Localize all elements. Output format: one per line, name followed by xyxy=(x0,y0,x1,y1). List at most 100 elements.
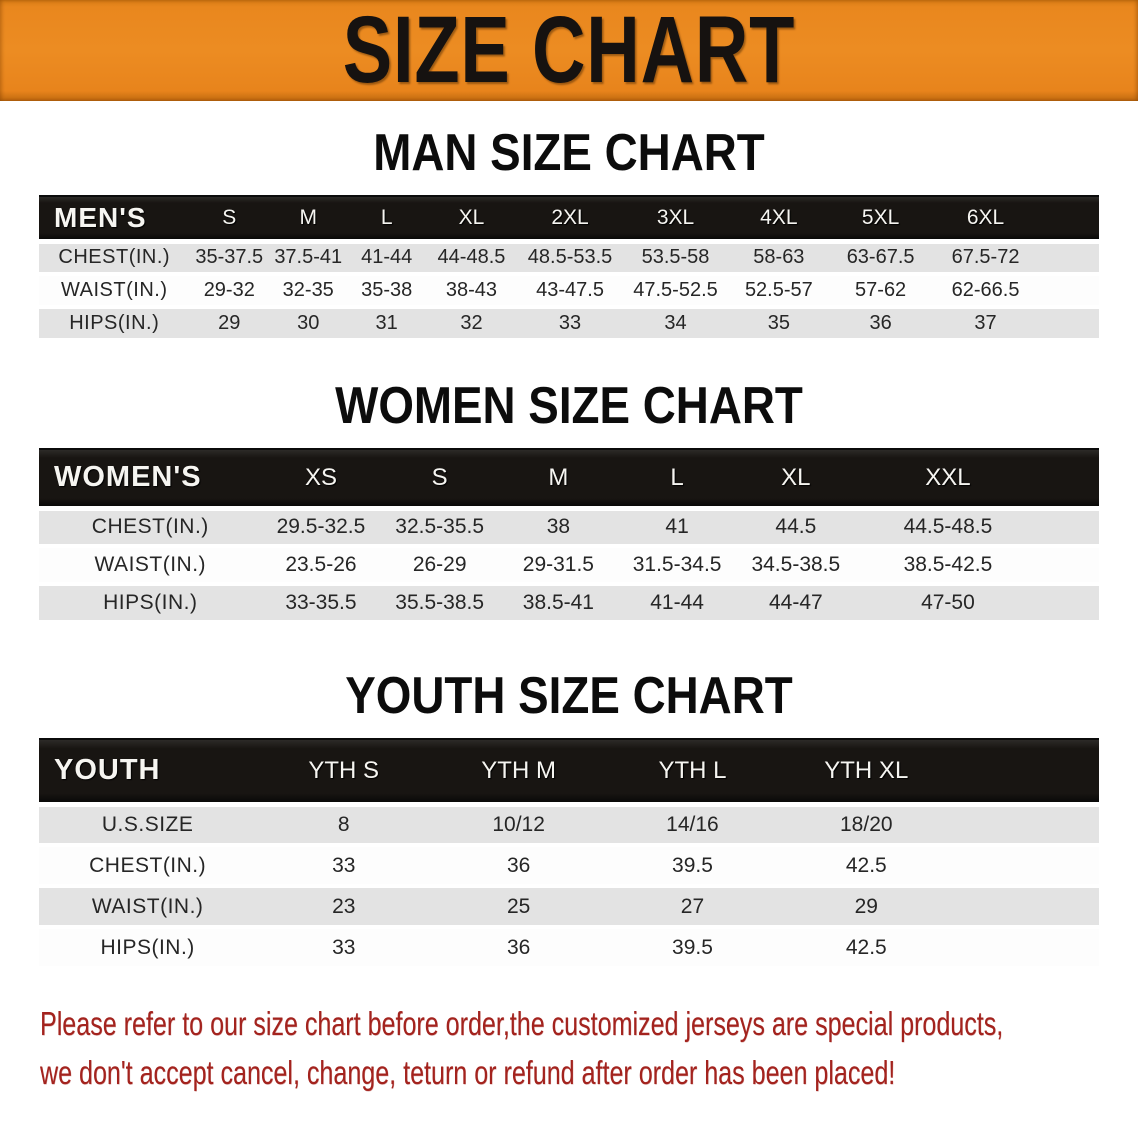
size-value-cell: 25 xyxy=(431,886,607,929)
youth-size-section: YOUTH SIZE CHART YOUTH YTH S YTH M YTH L YTH… xyxy=(0,669,1138,970)
size-value-cell: 37 xyxy=(931,307,1040,342)
row-filler-cell xyxy=(953,927,1099,970)
size-value-cell: 47-50 xyxy=(855,584,1041,624)
row-filler-cell xyxy=(1040,546,1099,586)
youth-header-row: YOUTH YTH S YTH M YTH L YTH XL xyxy=(39,738,1099,805)
size-value-cell: 34 xyxy=(623,307,728,342)
size-value-cell: 33 xyxy=(517,307,624,342)
row-label: WAIST(IN.) xyxy=(39,546,262,586)
size-value-cell: 47.5-52.5 xyxy=(623,274,728,309)
row-label: HIPS(IN.) xyxy=(39,307,190,342)
size-column-header: 5XL xyxy=(829,195,932,242)
size-value-cell: 44-48.5 xyxy=(425,238,518,276)
women-size-table: WOMEN'S XS S M L XL XXL CHEST(IN.) 29.5-32.5 32.… xyxy=(39,448,1099,624)
row-filler-cell xyxy=(1039,238,1099,276)
size-value-cell: 41-44 xyxy=(347,238,426,276)
size-value-cell: 29-31.5 xyxy=(499,546,618,586)
row-filler-cell xyxy=(1040,584,1099,624)
table-row: U.S.SIZE 8 10/12 14/16 18/20 xyxy=(39,801,1099,847)
table-corner-label: YOUTH xyxy=(39,738,257,805)
size-value-cell: 53.5-58 xyxy=(623,238,728,276)
size-column-header: 6XL xyxy=(931,195,1040,242)
size-value-cell: 32 xyxy=(425,307,518,342)
table-row: HIPS(IN.) 29 30 31 32 33 34 35 36 37 xyxy=(39,307,1099,342)
size-column-header: 2XL xyxy=(517,195,624,242)
size-value-cell: 52.5-57 xyxy=(727,274,830,309)
size-value-cell: 35.5-38.5 xyxy=(380,584,500,624)
men-section-heading: MAN SIZE CHART xyxy=(373,124,765,182)
table-row: HIPS(IN.) 33 36 39.5 42.5 xyxy=(39,927,1099,970)
row-filler-cell xyxy=(953,801,1099,847)
size-value-cell: 39.5 xyxy=(606,927,779,970)
disclaimer: Please refer to our size chart before or… xyxy=(40,999,1138,1097)
size-value-cell: 29-32 xyxy=(189,274,270,309)
size-column-header: 3XL xyxy=(623,195,728,242)
size-value-cell: 23.5-26 xyxy=(261,546,381,586)
size-value-cell: 44.5-48.5 xyxy=(855,505,1041,548)
youth-section-heading: YOUTH SIZE CHART xyxy=(345,667,793,725)
size-value-cell: 27 xyxy=(606,886,779,929)
men-size-table: MEN'S S M L XL 2XL 3XL 4XL 5XL 6XL CHEST(IN.) 35-3… xyxy=(39,195,1099,342)
row-filler-cell xyxy=(1039,274,1099,309)
size-value-cell: 33 xyxy=(256,927,432,970)
header-filler-cell xyxy=(953,738,1099,805)
size-value-cell: 35-38 xyxy=(347,274,426,309)
size-value-cell: 31 xyxy=(347,307,426,342)
size-value-cell: 67.5-72 xyxy=(931,238,1040,276)
size-value-cell: 38.5-42.5 xyxy=(855,546,1041,586)
size-value-cell: 10/12 xyxy=(431,801,607,847)
row-filler-cell xyxy=(1039,307,1099,342)
banner-title: SIZE CHART xyxy=(342,0,796,103)
table-corner-label: WOMEN'S xyxy=(39,448,262,509)
size-value-cell: 18/20 xyxy=(778,801,954,847)
size-value-cell: 31.5-34.5 xyxy=(617,546,737,586)
row-filler-cell xyxy=(953,886,1099,929)
header-filler-cell xyxy=(1039,195,1099,242)
size-value-cell: 38.5-41 xyxy=(499,584,618,624)
size-value-cell: 37.5-41 xyxy=(269,238,348,276)
size-column-header: M xyxy=(499,448,618,509)
size-value-cell: 35 xyxy=(727,307,830,342)
size-value-cell: 57-62 xyxy=(829,274,932,309)
size-column-header: M xyxy=(269,195,348,242)
women-header-row: WOMEN'S XS S M L XL XXL xyxy=(39,448,1099,509)
size-value-cell: 32-35 xyxy=(269,274,348,309)
size-column-header: L xyxy=(617,448,737,509)
size-value-cell: 38 xyxy=(499,505,618,548)
size-column-header: XL xyxy=(736,448,856,509)
size-value-cell: 23 xyxy=(256,886,432,929)
women-size-section: WOMEN SIZE CHART WOMEN'S XS S M L XL XXL CHEST… xyxy=(0,379,1138,624)
row-label: CHEST(IN.) xyxy=(39,505,262,548)
row-label: HIPS(IN.) xyxy=(39,927,257,970)
size-value-cell: 38-43 xyxy=(425,274,518,309)
size-column-header: S xyxy=(189,195,270,242)
men-header-row: MEN'S S M L XL 2XL 3XL 4XL 5XL 6XL xyxy=(39,195,1099,242)
table-row: CHEST(IN.) 33 36 39.5 42.5 xyxy=(39,845,1099,888)
row-filler-cell xyxy=(953,845,1099,888)
size-value-cell: 39.5 xyxy=(606,845,779,888)
size-value-cell: 33 xyxy=(256,845,432,888)
row-label: CHEST(IN.) xyxy=(39,238,190,276)
row-filler-cell xyxy=(1040,505,1099,548)
size-value-cell: 62-66.5 xyxy=(931,274,1040,309)
size-value-cell: 36 xyxy=(431,845,607,888)
size-value-cell: 48.5-53.5 xyxy=(517,238,624,276)
size-value-cell: 36 xyxy=(829,307,932,342)
size-value-cell: 35-37.5 xyxy=(189,238,270,276)
size-column-header: YTH M xyxy=(431,738,607,805)
row-label: WAIST(IN.) xyxy=(39,886,257,929)
size-value-cell: 33-35.5 xyxy=(261,584,381,624)
row-label: WAIST(IN.) xyxy=(39,274,190,309)
size-value-cell: 43-47.5 xyxy=(517,274,624,309)
size-value-cell: 29 xyxy=(778,886,954,929)
size-column-header: S xyxy=(380,448,500,509)
youth-size-table: YOUTH YTH S YTH M YTH L YTH XL U.S.SIZE 8 10/1… xyxy=(39,738,1099,970)
size-value-cell: 32.5-35.5 xyxy=(380,505,500,548)
size-column-header: XXL xyxy=(855,448,1041,509)
size-column-header: L xyxy=(347,195,426,242)
size-column-header: YTH XL xyxy=(778,738,954,805)
size-value-cell: 29.5-32.5 xyxy=(261,505,381,548)
size-chart-banner: SIZE CHART xyxy=(0,0,1138,101)
size-value-cell: 42.5 xyxy=(778,927,954,970)
size-value-cell: 8 xyxy=(256,801,432,847)
